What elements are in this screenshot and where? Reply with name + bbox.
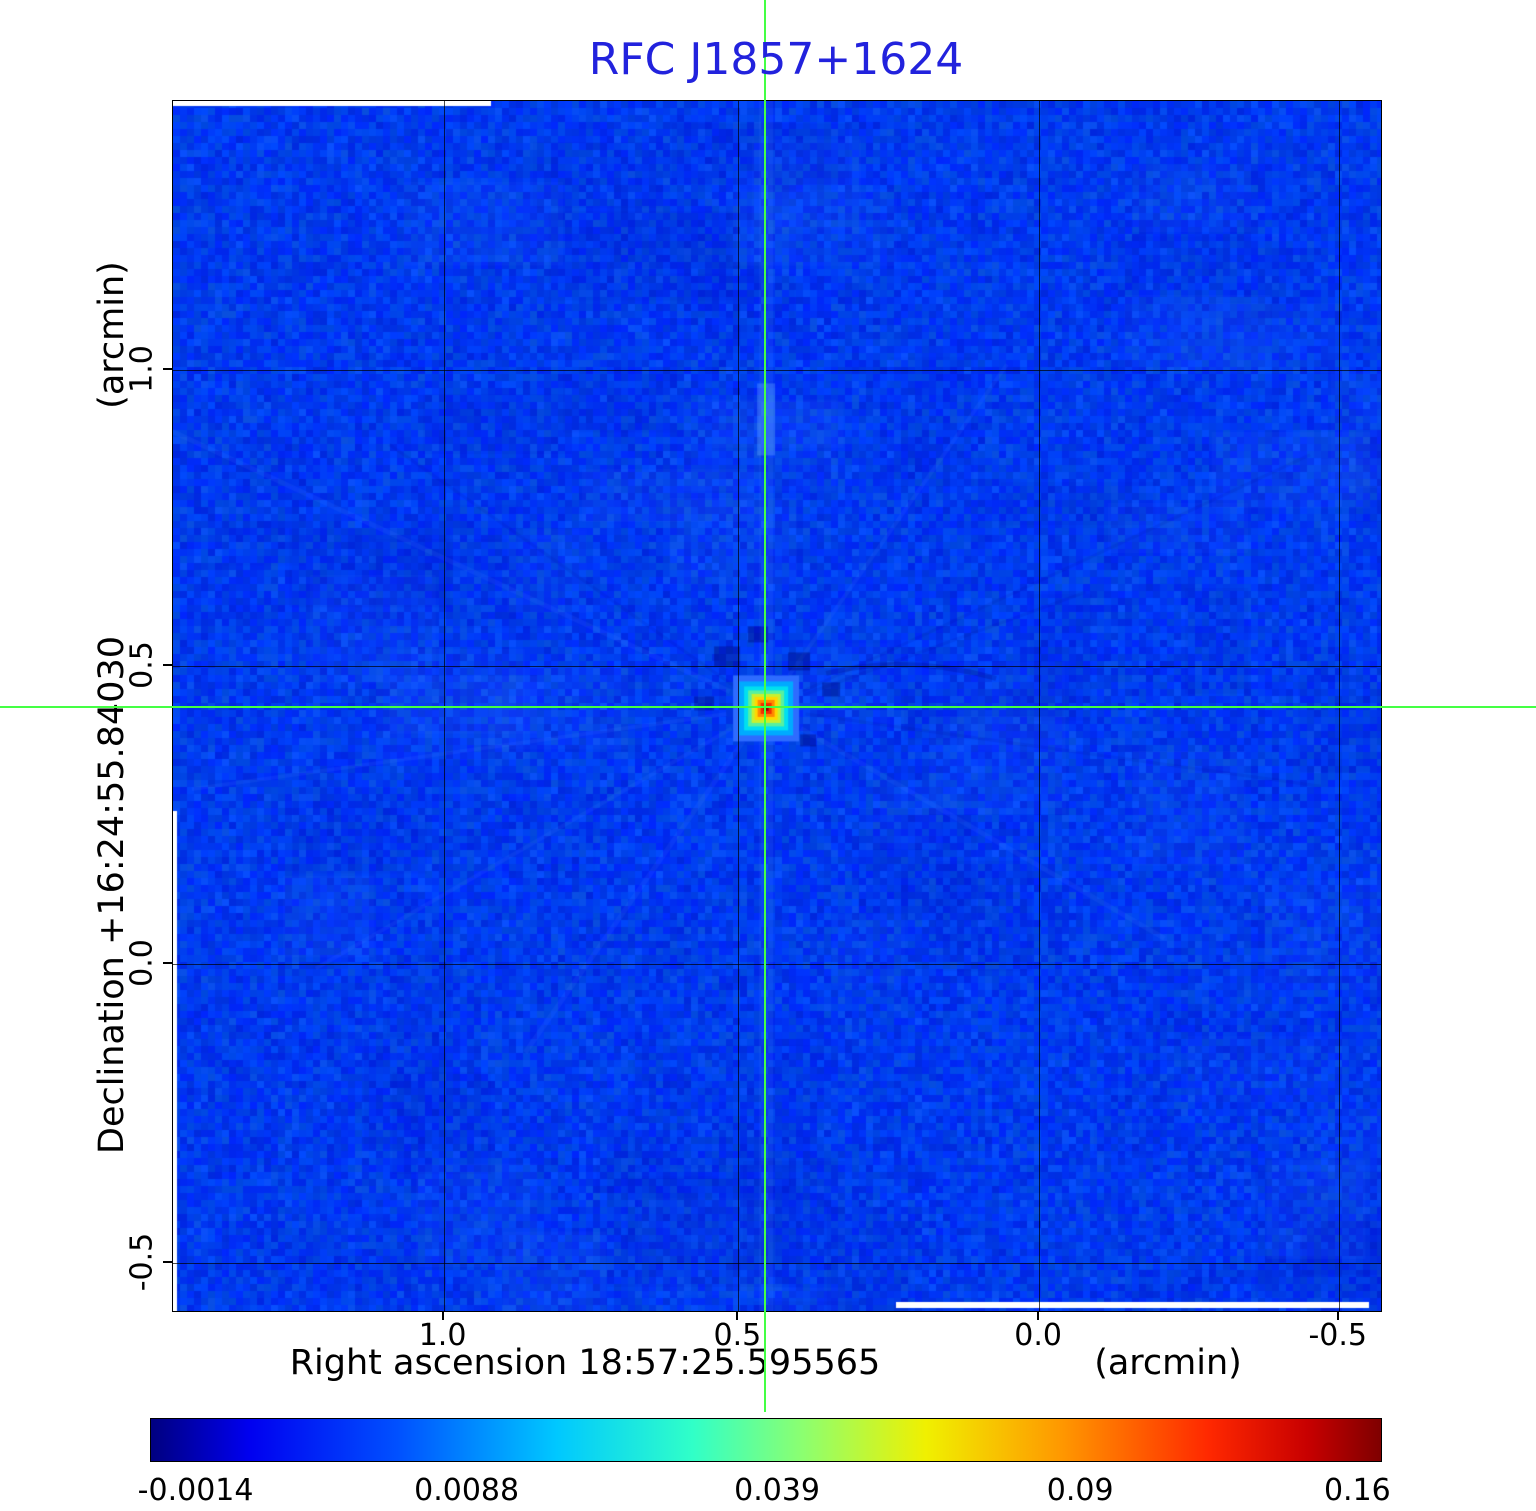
x-tick-mark xyxy=(1336,1311,1339,1320)
gridline-horizontal xyxy=(173,963,1381,965)
x-tick-label: -0.5 xyxy=(1308,1318,1367,1353)
x-axis-label: Right ascension 18:57:25.595565 xyxy=(289,1343,881,1383)
x-tick-label: 1.0 xyxy=(418,1318,467,1353)
gridline-horizontal xyxy=(173,1262,1381,1264)
colorbar-tick-label: 0.16 xyxy=(1323,1473,1391,1508)
colorbar-tick-label: 0.0088 xyxy=(414,1473,520,1508)
y-tick-label: -0.5 xyxy=(124,1232,160,1291)
y-axis-label: Declination +16:24:55.84030 xyxy=(92,636,132,1154)
crosshair-horizontal-line xyxy=(0,706,1536,709)
gridline-vertical xyxy=(738,101,740,1311)
x-tick-mark xyxy=(441,1311,444,1320)
gridline-horizontal xyxy=(173,369,1381,371)
gridline-horizontal xyxy=(173,666,1381,668)
gridline-vertical xyxy=(1338,101,1340,1311)
sky-map-canvas xyxy=(173,101,1381,1311)
x-tick-label: 0.5 xyxy=(713,1318,762,1353)
gridline-vertical xyxy=(443,101,445,1311)
x-tick-mark xyxy=(736,1311,739,1320)
colorbar-tick-label: -0.0014 xyxy=(137,1473,254,1508)
y-tick-mark xyxy=(163,1260,172,1263)
x-tick-mark xyxy=(1037,1311,1040,1320)
colorbar-tick-label: 0.09 xyxy=(1046,1473,1114,1508)
y-tick-mark xyxy=(163,961,172,964)
gridline-vertical xyxy=(1039,101,1041,1311)
x-tick-label: 0.0 xyxy=(1014,1318,1062,1353)
y-tick-mark xyxy=(163,367,172,370)
y-axis-unit: (arcmin) xyxy=(92,261,132,409)
y-tick-mark xyxy=(163,664,172,667)
sky-map xyxy=(172,100,1382,1312)
x-axis-unit: (arcmin) xyxy=(1094,1343,1242,1383)
chart-title: RFC J1857+1624 xyxy=(588,34,964,85)
colorbar-tick-label: 0.039 xyxy=(734,1473,821,1508)
crosshair-vertical-line xyxy=(764,0,767,1412)
colorbar xyxy=(150,1418,1382,1462)
